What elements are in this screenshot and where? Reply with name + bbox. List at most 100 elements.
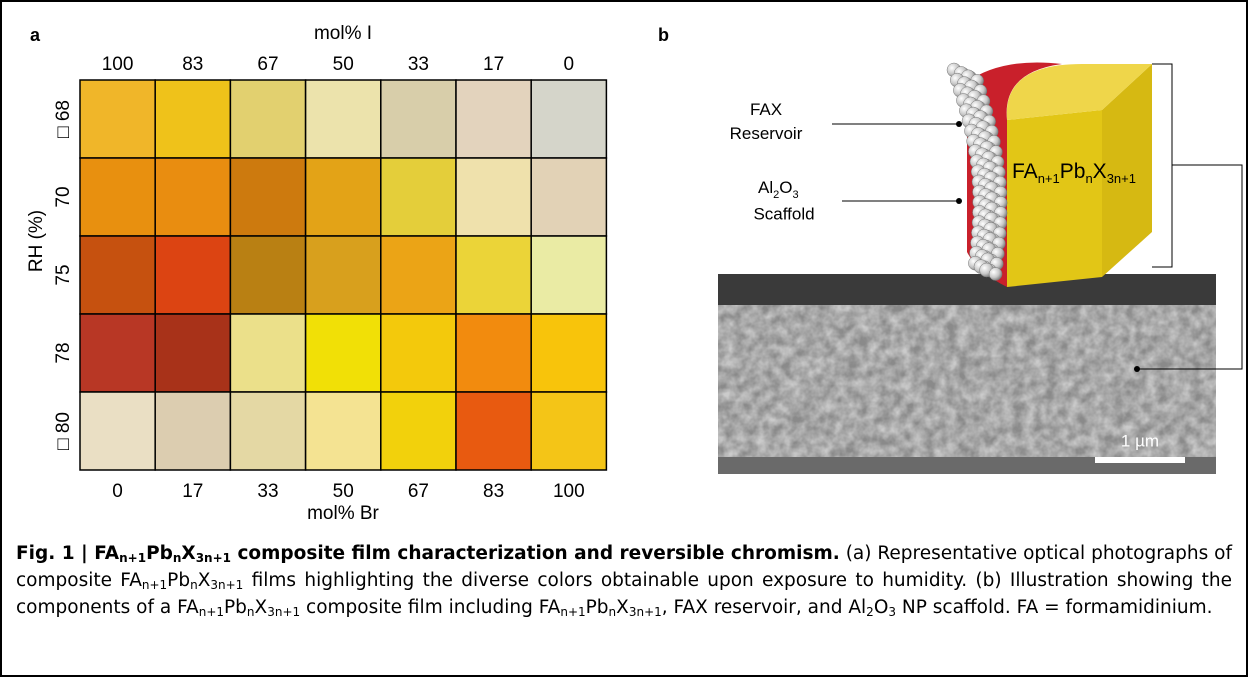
sphere [989, 268, 1002, 281]
color-cell [155, 80, 230, 158]
caption-run: X [198, 570, 211, 591]
axis-title: RH (%) [26, 210, 47, 272]
sem-top [718, 274, 1216, 305]
caption-run: n+1 [142, 578, 167, 592]
color-cell [381, 158, 456, 236]
scaffold-label: Scaffold [753, 204, 814, 223]
formula-part: 3n+1 [1107, 171, 1136, 186]
color-cell [381, 80, 456, 158]
color-cell [531, 314, 606, 392]
color-cell [456, 80, 531, 158]
top-label: 17 [483, 54, 504, 75]
color-cell [306, 314, 381, 392]
scaffold-formula: Al2O3 [758, 178, 799, 200]
color-cell [155, 314, 230, 392]
caption-run: 3 [888, 605, 896, 619]
caption-run: 3n+1 [629, 605, 662, 619]
color-grid: 1008367503317001733506783100□ 68707578□ … [53, 54, 606, 502]
scale-bar-label: 1 µm [1121, 431, 1159, 450]
panel-label: a [30, 25, 41, 45]
leader-dot [1134, 366, 1140, 372]
label-line: Reservoir [730, 124, 803, 143]
row-label: 78 [53, 342, 74, 363]
caption-run: Fig. 1 | FA [16, 543, 119, 564]
figure-panels: a mol% I RH (%) mol% Br 100 83 67 50 33 17 0 0 1… [2, 2, 1246, 532]
color-cell [306, 80, 381, 158]
axis-title: mol% I [314, 23, 372, 44]
sem-image: 1 µm [718, 274, 1216, 474]
formula-part: X [1093, 160, 1107, 183]
color-cell [531, 392, 606, 470]
color-cell [230, 392, 305, 470]
caption-run: NP scaffold. FA = formamidinium. [896, 597, 1212, 618]
color-cell [381, 314, 456, 392]
formula-part: FA [1012, 160, 1038, 183]
formula-part: O [779, 178, 792, 197]
bottom-label: 17 [182, 481, 203, 502]
row-label: 70 [53, 186, 74, 207]
color-cell [381, 392, 456, 470]
color-cell [381, 236, 456, 314]
top-label: 100 [102, 54, 134, 75]
caption-run: composite film characterization and reve… [231, 543, 840, 564]
top-label: 83 [182, 54, 203, 75]
color-cell [531, 158, 606, 236]
caption-run: 2 [866, 605, 874, 619]
axis-title: mol% Br [307, 503, 379, 524]
top-label: 33 [408, 54, 429, 75]
caption-run: n+1 [119, 551, 146, 565]
film-front [1007, 110, 1102, 287]
leader-dot [956, 121, 962, 127]
caption-run: X [255, 597, 268, 618]
row-label: □ 80 [53, 412, 74, 450]
formula-part: Pb [1060, 160, 1086, 183]
bottom-label: 83 [483, 481, 504, 502]
leader-dot [956, 198, 962, 204]
caption-run: composite film including FA [300, 597, 560, 618]
scale-bar [1095, 457, 1185, 463]
bottom-label: 50 [333, 481, 354, 502]
caption-run: , FAX reservoir, and Al [662, 597, 866, 618]
caption-run: n [247, 605, 255, 619]
color-cell [456, 236, 531, 314]
caption-run: Pb [146, 543, 173, 564]
color-cell [456, 392, 531, 470]
caption-run: n+1 [199, 605, 224, 619]
color-cell [155, 158, 230, 236]
caption-run: 3n+1 [196, 551, 231, 565]
top-label: 0 [564, 54, 575, 75]
caption-run: Pb [224, 597, 247, 618]
formula-part: n [1085, 171, 1092, 186]
caption-run: n [190, 578, 198, 592]
bottom-label: 0 [112, 481, 123, 502]
color-cell [155, 392, 230, 470]
color-cell [80, 236, 155, 314]
formula-part: Al [758, 178, 773, 197]
color-cell [456, 314, 531, 392]
color-cell [80, 158, 155, 236]
panel-label: b [658, 25, 669, 45]
bottom-label: 33 [257, 481, 278, 502]
color-cell [230, 158, 305, 236]
color-cell [456, 158, 531, 236]
color-cell [306, 392, 381, 470]
color-cell [80, 314, 155, 392]
caption-run: n+1 [560, 605, 585, 619]
caption-run: X [181, 543, 195, 564]
caption-run: Pb [586, 597, 609, 618]
color-cell [230, 80, 305, 158]
formula-part: n+1 [1038, 171, 1060, 186]
caption: Fig. 1 | FAn+1PbnX3n+1 composite film ch… [16, 540, 1232, 621]
color-cell [155, 236, 230, 314]
bottom-label: 100 [553, 481, 585, 502]
top-label: 50 [333, 54, 354, 75]
caption-run: n [609, 605, 617, 619]
formula-part: 3 [792, 189, 798, 201]
color-cell [80, 392, 155, 470]
reservoir-label: FAXReservoir [730, 100, 803, 143]
figure: a mol% I RH (%) mol% Br 1008367503317001… [0, 0, 1248, 677]
top-label: 67 [257, 54, 278, 75]
color-cell [531, 80, 606, 158]
caption-run: Pb [167, 570, 190, 591]
row-label: □ 68 [53, 100, 74, 138]
